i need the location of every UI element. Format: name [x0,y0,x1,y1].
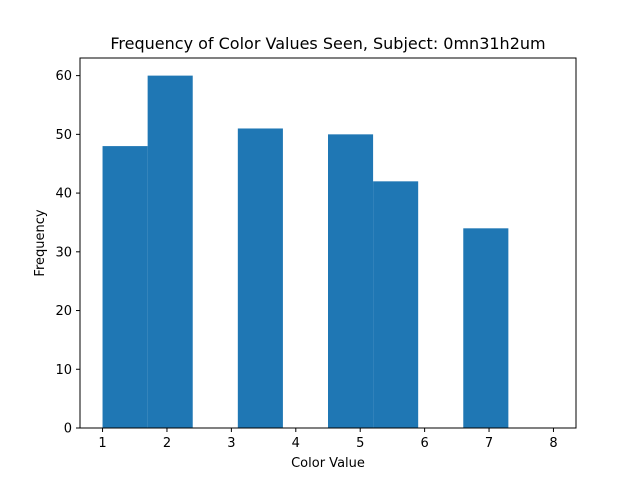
x-tick-label-0: 1 [98,436,106,451]
y-axis-label: Frequency [33,209,48,276]
x-tick-label-6: 7 [485,436,493,451]
y-tick-label-2: 20 [55,304,72,319]
bars-group [102,75,509,428]
x-axis-ticks: 1 2 3 4 5 6 7 8 [98,428,558,451]
y-tick-label-6: 60 [55,69,72,84]
histogram-bar-3 [237,128,283,428]
y-axis-ticks: 0 10 20 30 40 50 60 [55,69,80,437]
x-tick-label-3: 4 [292,436,300,451]
x-axis-label: Color Value [291,456,365,471]
x-tick-label-2: 3 [227,436,235,451]
axes-frame [79,57,577,429]
x-tick-label-1: 2 [163,436,171,451]
y-tick-label-4: 40 [55,187,72,202]
x-tick-label-7: 8 [549,436,557,451]
chart-title: Frequency of Color Values Seen, Subject:… [110,34,545,53]
histogram-bar-8 [463,228,509,428]
y-tick-label-5: 50 [55,128,72,143]
x-tick-label-4: 5 [356,436,364,451]
y-tick-label-3: 30 [55,245,72,260]
histogram-bar-5 [328,134,374,428]
y-tick-label-0: 0 [64,422,72,437]
histogram-bar-6 [373,181,419,428]
x-tick-label-5: 6 [420,436,428,451]
histogram-bar-1 [147,75,193,428]
histogram-bar-0 [102,146,148,428]
y-tick-label-1: 10 [55,363,72,378]
